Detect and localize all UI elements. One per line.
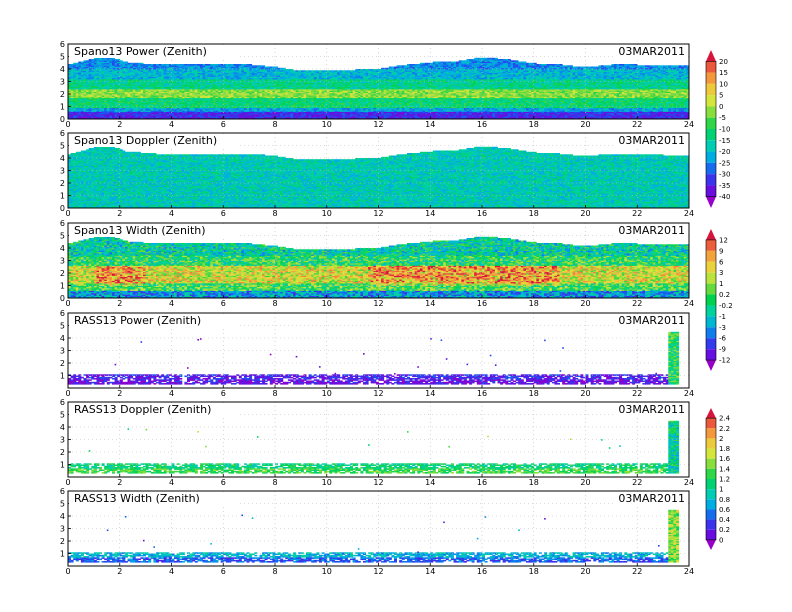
data-cell	[159, 64, 162, 66]
data-cell	[148, 64, 151, 66]
data-cell	[192, 64, 195, 66]
data-cell	[213, 64, 216, 66]
data-cell	[252, 65, 255, 67]
data-cell	[174, 64, 177, 66]
data-cell	[86, 60, 89, 62]
data-cell	[254, 65, 257, 67]
data-cell	[135, 63, 138, 65]
data-cell	[166, 64, 169, 66]
data-cell	[112, 58, 115, 60]
data-cell	[156, 64, 159, 66]
data-cell	[187, 64, 190, 66]
data-cell	[265, 67, 268, 69]
data-cell	[179, 64, 182, 66]
data-cell	[71, 64, 74, 66]
data-cell	[236, 64, 239, 66]
data-cell	[138, 63, 141, 65]
data-cell	[195, 64, 198, 66]
data-cell	[143, 64, 146, 66]
data-cell	[301, 70, 304, 72]
data-cell	[177, 64, 180, 66]
data-cell	[81, 62, 84, 64]
data-cell	[94, 58, 97, 60]
data-cell	[234, 64, 237, 66]
data-cell	[102, 58, 105, 60]
data-cell	[164, 64, 167, 66]
data-cell	[247, 64, 250, 66]
data-cell	[91, 59, 94, 61]
data-cell	[208, 64, 211, 66]
data-cell	[146, 64, 149, 66]
data-cell	[216, 64, 219, 66]
data-cell	[115, 59, 118, 61]
data-cell	[293, 70, 296, 72]
data-cell	[309, 70, 312, 72]
data-cell	[125, 62, 128, 64]
data-cell	[228, 64, 231, 66]
data-cell	[84, 60, 87, 62]
data-cell	[218, 64, 221, 66]
data-cell	[244, 64, 247, 66]
data-cell	[298, 70, 301, 72]
data-cell	[296, 70, 299, 72]
data-cell	[226, 64, 229, 66]
data-cell	[223, 64, 226, 66]
data-cell	[78, 62, 81, 64]
data-cell	[133, 63, 136, 65]
data-cell	[272, 67, 275, 69]
data-cell	[89, 59, 92, 61]
data-cell	[231, 64, 234, 66]
data-cell	[151, 64, 154, 66]
data-cell	[285, 69, 288, 71]
data-cell	[128, 63, 131, 65]
data-cell	[306, 70, 309, 72]
data-cell	[73, 63, 76, 65]
data-cell	[205, 64, 208, 66]
data-cell	[197, 64, 200, 66]
data-cell	[172, 64, 175, 66]
data-cell	[275, 67, 278, 69]
data-cell	[260, 65, 263, 67]
data-cell	[203, 64, 206, 66]
data-cell	[122, 62, 125, 64]
data-cell	[153, 64, 156, 66]
data-cell	[190, 64, 193, 66]
data-cell	[130, 63, 133, 65]
data-cell	[270, 67, 273, 69]
data-cell	[249, 64, 252, 66]
data-cell	[257, 65, 260, 67]
data-cell	[267, 67, 270, 69]
data-cell	[210, 64, 213, 66]
data-cell	[104, 58, 107, 60]
data-cell	[107, 58, 110, 60]
data-cell	[184, 64, 187, 66]
data-cell	[239, 64, 242, 66]
data-cell	[99, 58, 102, 60]
